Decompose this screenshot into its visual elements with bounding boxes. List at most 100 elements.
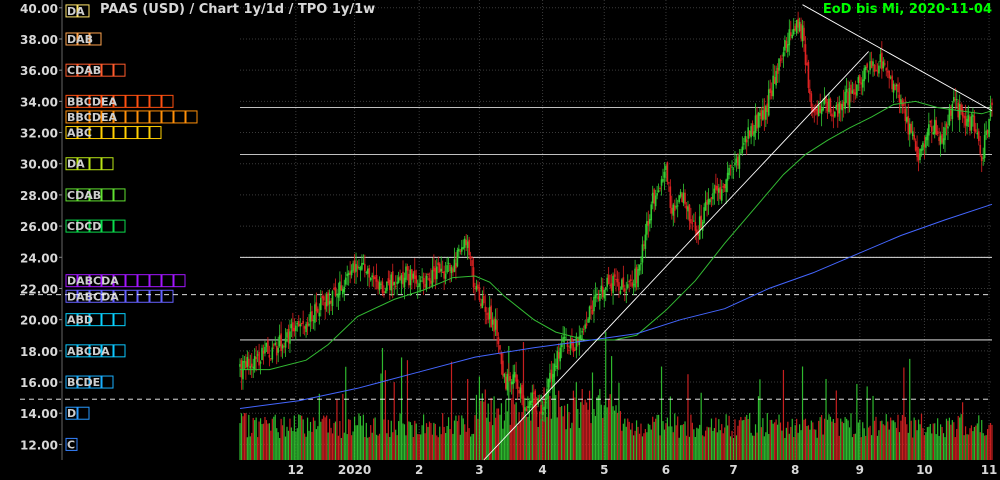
candle-body	[762, 110, 764, 120]
candle-body	[485, 313, 488, 315]
candle-body	[759, 112, 761, 116]
volume-bar	[910, 420, 912, 460]
volume-bar	[950, 424, 952, 460]
profile-cell	[77, 157, 90, 171]
candle-body	[879, 54, 882, 62]
volume-bar	[371, 432, 373, 460]
candle-body	[788, 29, 791, 46]
profile-cell	[113, 63, 126, 77]
candle-body	[985, 130, 987, 136]
volume-bar	[641, 436, 644, 460]
volume-bar	[790, 426, 792, 460]
profile-cell	[137, 94, 150, 108]
volume-bar	[627, 418, 629, 460]
profile-cell	[113, 219, 126, 233]
candle-body	[782, 52, 785, 57]
volume-bar	[659, 435, 661, 460]
candle-body	[491, 319, 494, 325]
volume-bar	[339, 421, 341, 460]
profile-cell	[113, 313, 126, 327]
volume-bar	[982, 433, 984, 460]
candle-body	[954, 99, 957, 101]
candle-body	[487, 312, 490, 320]
volume-bar	[257, 437, 259, 460]
profile-letters: ABCDA	[67, 345, 110, 358]
volume-bar	[295, 431, 297, 460]
volume-bar	[655, 418, 657, 460]
candle-body	[493, 318, 495, 332]
volume-bar	[424, 433, 426, 460]
volume-bar	[609, 394, 611, 460]
volume-bar	[963, 435, 965, 460]
y-tick-label: 20.00	[20, 314, 58, 328]
volume-bar	[700, 392, 702, 460]
volume-bar	[248, 414, 250, 460]
volume-bar	[656, 414, 658, 460]
candle-body	[549, 372, 551, 383]
profile-cell	[149, 126, 162, 140]
volume-bar	[685, 435, 688, 460]
volume-bar	[937, 418, 939, 460]
candle-body	[559, 347, 561, 362]
candle-body	[964, 116, 967, 126]
candle-body	[512, 374, 514, 385]
volume-bar	[296, 428, 298, 460]
volume-bar	[872, 395, 874, 460]
candle-body	[455, 263, 457, 269]
candle-body	[817, 104, 820, 117]
moving-average-fast	[240, 100, 993, 371]
candle-body	[550, 369, 553, 379]
volume-bar	[760, 427, 763, 460]
candle-body	[643, 244, 645, 246]
candle-body	[718, 188, 720, 193]
candle-body	[593, 296, 595, 312]
candle-body	[904, 108, 907, 122]
volume-bar	[669, 396, 671, 460]
candle-body	[834, 111, 836, 117]
candle-body	[634, 268, 636, 288]
profile-cell	[113, 94, 126, 108]
candle-body	[516, 379, 519, 389]
candle-body	[344, 277, 347, 285]
volume-bar	[766, 413, 768, 460]
candle-body	[343, 286, 346, 293]
candle-body	[284, 338, 287, 348]
volume-bar	[985, 435, 987, 460]
candle-body	[637, 269, 639, 288]
candle-body	[926, 131, 929, 141]
profile-cell	[65, 437, 78, 451]
volume-bar	[637, 426, 639, 460]
volume-bar	[468, 428, 470, 460]
volume-bar	[762, 418, 764, 460]
candle-body	[842, 101, 845, 107]
volume-bar	[868, 427, 870, 460]
candle-body	[359, 267, 362, 271]
candle-body	[828, 98, 830, 113]
volume-bar	[653, 421, 655, 460]
volume-bar	[605, 331, 607, 460]
volume-bar	[258, 421, 260, 460]
candle-body	[822, 107, 824, 111]
volume-bar	[976, 423, 978, 460]
volume-bar	[640, 423, 642, 460]
candle-body	[663, 171, 666, 178]
volume-bar	[606, 407, 608, 460]
volume-bar	[553, 370, 555, 460]
candle-body	[396, 281, 398, 285]
candle-body	[271, 347, 274, 360]
volume-bar	[284, 436, 287, 460]
volume-bar	[778, 414, 780, 460]
candle-body	[607, 274, 610, 285]
candle-body	[687, 206, 689, 212]
candle-body	[258, 351, 260, 366]
candle-body	[908, 123, 911, 135]
candle-body	[259, 361, 262, 364]
volume-bar	[519, 420, 522, 460]
volume-bar	[763, 436, 765, 460]
x-tick-label: 12	[287, 463, 304, 477]
volume-bar	[492, 425, 494, 460]
profile-cell	[125, 110, 138, 124]
candle-body	[336, 294, 338, 296]
profile-cell	[137, 289, 150, 303]
candle-body	[861, 79, 864, 88]
